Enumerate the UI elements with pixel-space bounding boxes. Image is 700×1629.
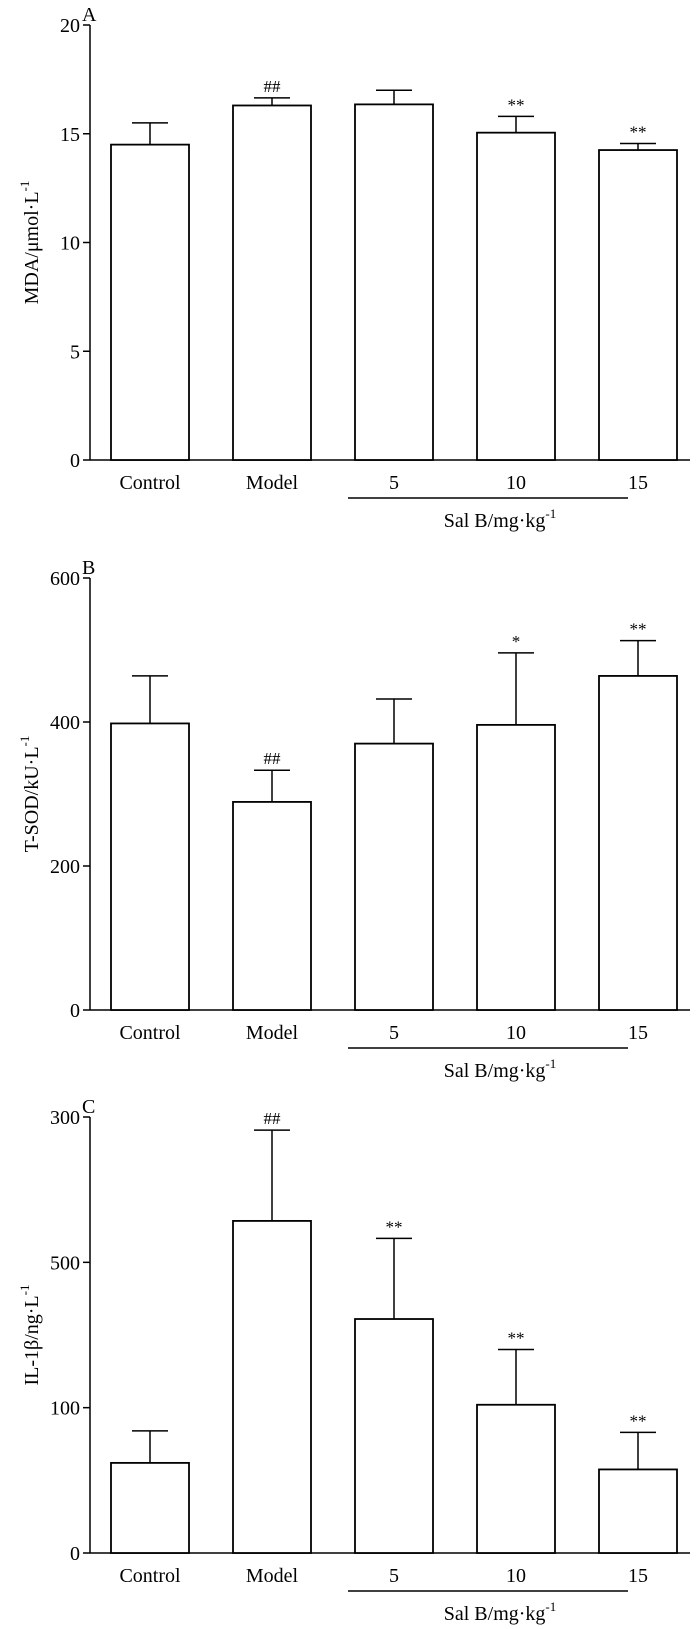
- bar-10: [476, 723, 556, 1011]
- category-label: 5: [389, 472, 399, 494]
- category-label: 15: [628, 1565, 648, 1587]
- significance-label: **: [508, 95, 525, 114]
- panel-label: A: [82, 4, 97, 26]
- y-tick-label: 500: [50, 1252, 80, 1274]
- category-label: 5: [389, 1022, 399, 1044]
- bar-control: [110, 1461, 190, 1554]
- bar-10: [476, 1403, 556, 1554]
- group-label: Sal B/mg·kg-1: [444, 506, 557, 532]
- significance-label: ##: [264, 749, 282, 768]
- group-label: Sal B/mg·kg-1: [444, 1056, 557, 1082]
- y-tick-label: 0: [70, 1543, 80, 1565]
- category-label: Model: [246, 472, 299, 494]
- significance-label: **: [630, 1411, 647, 1430]
- bar-10: [476, 131, 556, 461]
- bar-model: [232, 801, 312, 1011]
- bar-5: [354, 1318, 434, 1554]
- significance-label: **: [630, 620, 647, 639]
- y-tick-label: 5: [70, 341, 80, 363]
- panel-c: 0 100 500 300 C IL-1β/ng·L-1 Control ## Model ** 5…: [17, 1096, 690, 1625]
- bar-control: [110, 143, 190, 461]
- y-axis-label: IL-1β/ng·L-1: [17, 1285, 43, 1386]
- y-tick-label: 600: [50, 568, 80, 590]
- panel-label: C: [82, 1096, 95, 1118]
- bar-15: [598, 1468, 678, 1554]
- bar-15: [598, 149, 678, 461]
- category-label: Control: [119, 1565, 181, 1587]
- y-tick-label: 400: [50, 712, 80, 734]
- bar-15: [598, 675, 678, 1011]
- y-tick-label: 300: [50, 1107, 80, 1129]
- significance-label: **: [508, 1329, 525, 1348]
- category-label: Control: [119, 472, 181, 494]
- y-tick-label: 20: [60, 15, 80, 37]
- significance-label: **: [386, 1217, 403, 1236]
- y-tick-label: 15: [60, 124, 80, 146]
- panel-label: B: [82, 557, 95, 579]
- category-label: Control: [119, 1022, 181, 1044]
- y-axis-label: T-SOD/kU·L-1: [17, 736, 43, 853]
- category-label: Model: [246, 1565, 299, 1587]
- significance-label: ##: [264, 1109, 282, 1128]
- y-tick-label: 0: [70, 1000, 80, 1022]
- category-label: 10: [506, 472, 526, 494]
- significance-label: **: [630, 123, 647, 142]
- category-label: 10: [506, 1022, 526, 1044]
- y-tick-label: 200: [50, 856, 80, 878]
- category-label: 15: [628, 1022, 648, 1044]
- y-tick-label: 10: [60, 233, 80, 255]
- group-label: Sal B/mg·kg-1: [444, 1599, 557, 1625]
- category-label: 5: [389, 1565, 399, 1587]
- bar-5: [354, 103, 434, 461]
- significance-label: *: [512, 632, 521, 651]
- category-label: 10: [506, 1565, 526, 1587]
- category-label: 15: [628, 472, 648, 494]
- y-tick-label: 100: [50, 1398, 80, 1420]
- bar-5: [354, 742, 434, 1011]
- y-tick-label: 0: [70, 450, 80, 472]
- bar-model: [232, 104, 312, 461]
- panel-a: 0 5 10 15 20 A MDA/μmol·L-1 Control ## Model 5 ** 10…: [17, 4, 690, 532]
- category-label: Model: [246, 1022, 299, 1044]
- panel-b: 0 200 400 600 B T-SOD/kU·L-1 Control ## Model 5 * 1…: [17, 557, 690, 1082]
- bar-model: [232, 1220, 312, 1554]
- bar-control: [110, 722, 190, 1011]
- y-axis-label: MDA/μmol·L-1: [17, 181, 43, 305]
- significance-label: ##: [264, 77, 282, 96]
